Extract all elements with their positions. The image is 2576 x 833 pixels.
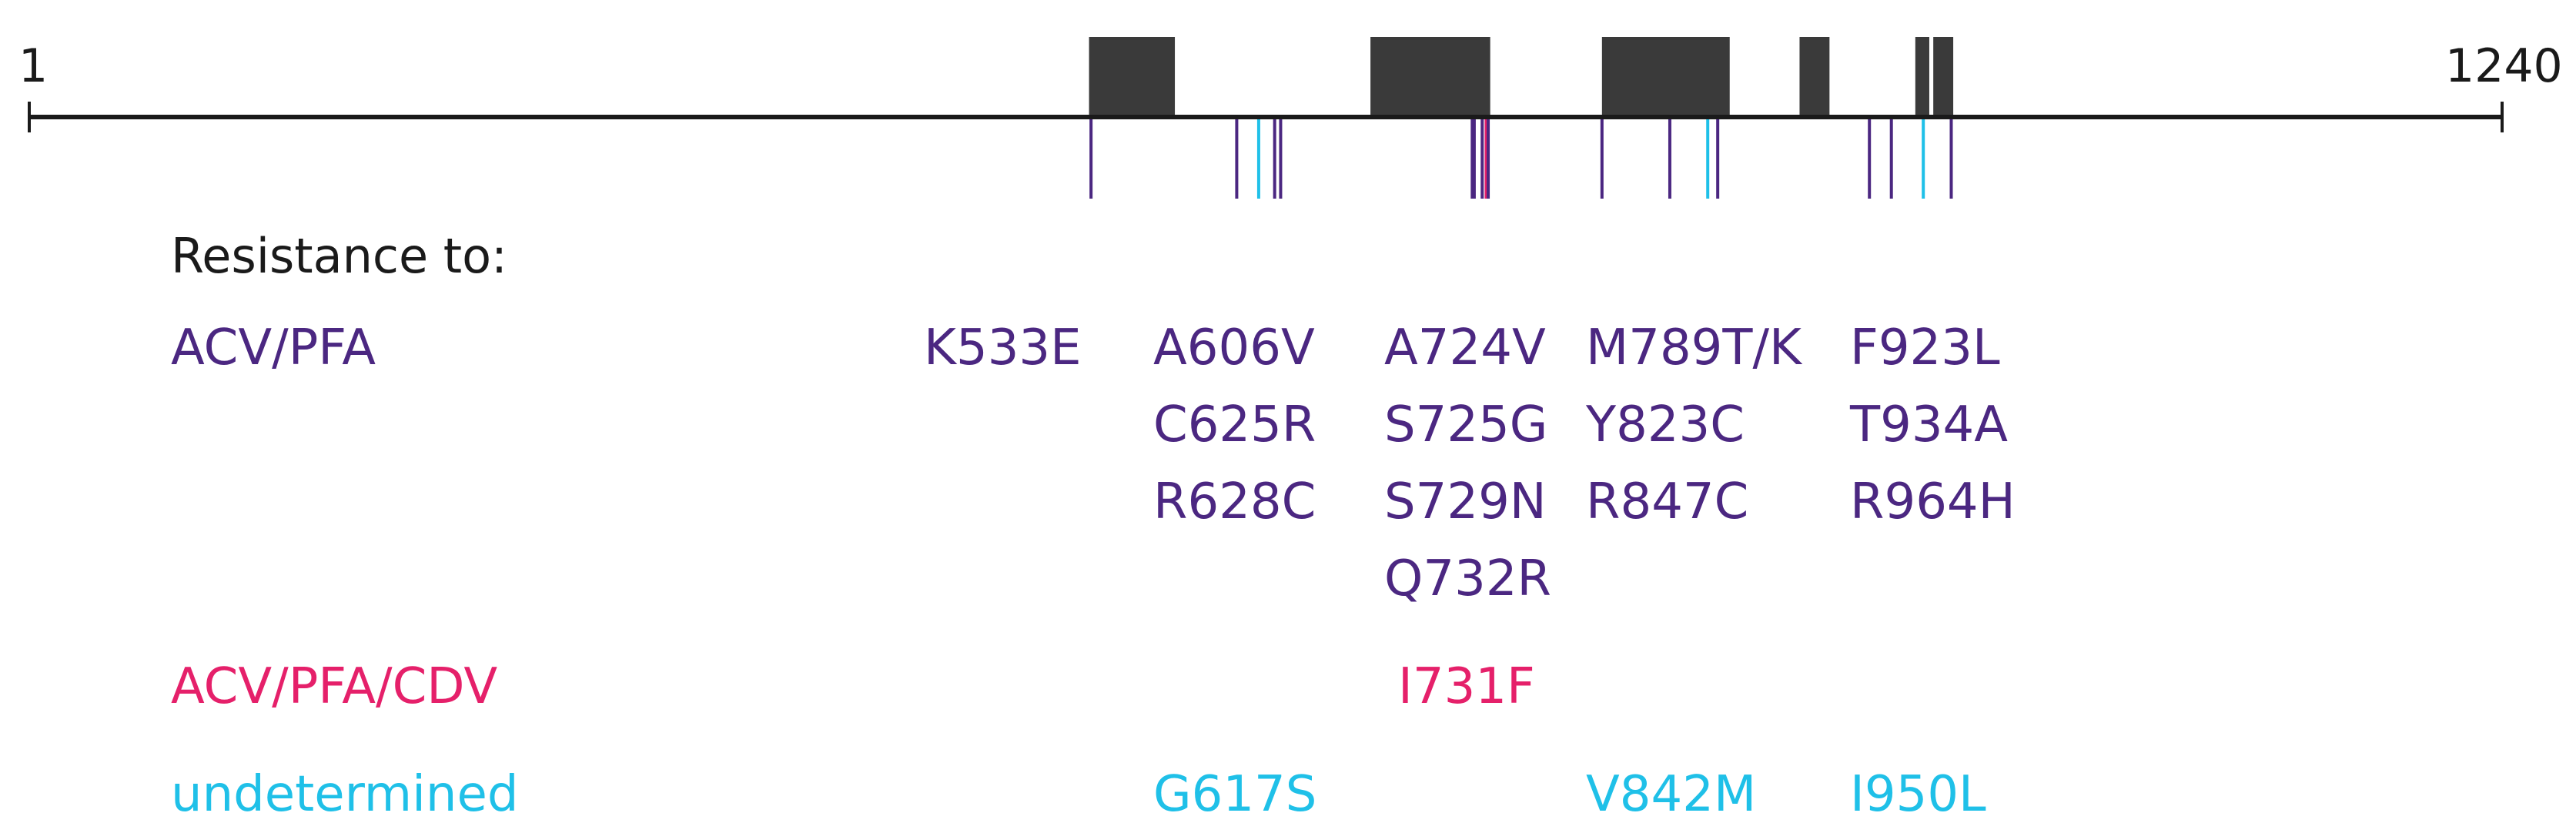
domain-box: [1933, 37, 1954, 117]
domain-box: [1650, 37, 1730, 117]
mutation-label: I731F: [1398, 658, 1535, 715]
mutation-label: Q732R: [1384, 550, 1551, 607]
domain-box: [1799, 37, 1830, 117]
mutation-label: V842M: [1586, 766, 1757, 823]
mutation-label: T934A: [1850, 396, 2009, 453]
resistance-group-label: ACV/PFA/CDV: [171, 658, 498, 715]
resistance-heading: Resistance to:: [171, 228, 507, 284]
mutation-label: I950L: [1850, 766, 1986, 823]
mutation-label: R964H: [1850, 473, 2016, 530]
domain-box: [1089, 37, 1176, 117]
mutation-label: A606V: [1153, 319, 1315, 376]
mutation-label: M789T/K: [1586, 319, 1802, 376]
domain-box: [1601, 37, 1638, 117]
start-position-label: 1: [18, 39, 49, 93]
mutation-label: Y823C: [1586, 396, 1745, 453]
mutation-label: R847C: [1586, 473, 1749, 530]
mutation-label: R628C: [1153, 473, 1316, 530]
end-position-label: 1240: [2445, 39, 2563, 93]
mutation-label: S725G: [1384, 396, 1548, 453]
domain-box: [1915, 37, 1929, 117]
resistance-group-label: undetermined: [171, 766, 519, 823]
mutation-label: F923L: [1850, 319, 2000, 376]
mutation-label: K533E: [924, 319, 1082, 376]
mutation-label: C625R: [1153, 396, 1316, 453]
mutation-label: G617S: [1153, 766, 1317, 823]
domain-box: [1370, 37, 1490, 117]
mutation-label: S729N: [1384, 473, 1547, 530]
mutation-label: A724V: [1384, 319, 1546, 376]
resistance-group-label: ACV/PFA: [171, 319, 376, 376]
